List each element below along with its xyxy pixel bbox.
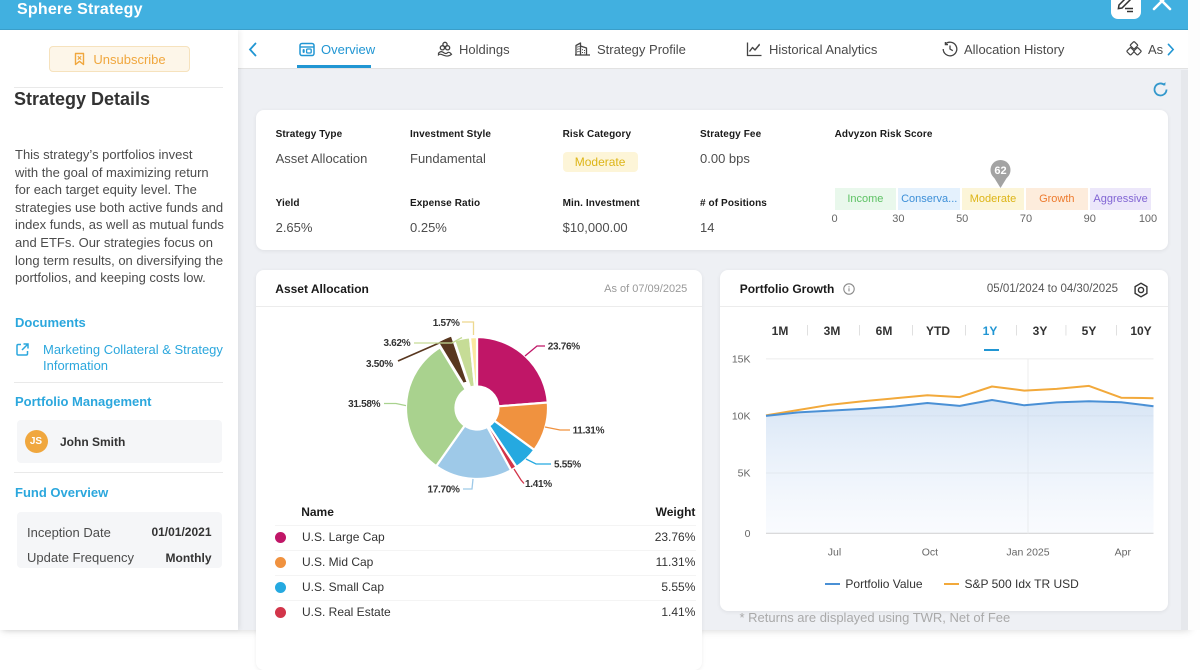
svg-text:1.57%: 1.57% (433, 318, 460, 329)
svg-text:Apr: Apr (1115, 547, 1132, 559)
svg-text:17.70%: 17.70% (427, 485, 460, 496)
svg-text:Jan 2025: Jan 2025 (1006, 547, 1049, 559)
svg-text:31.58%: 31.58% (348, 399, 381, 410)
svg-text:5K: 5K (738, 468, 751, 480)
svg-text:5.55%: 5.55% (554, 460, 581, 471)
svg-text:23.76%: 23.76% (548, 342, 581, 353)
svg-text:Oct: Oct (922, 547, 938, 559)
svg-text:3.50%: 3.50% (366, 359, 393, 370)
svg-text:1.41%: 1.41% (525, 479, 552, 490)
svg-text:Jul: Jul (828, 547, 841, 559)
svg-text:11.31%: 11.31% (573, 426, 605, 437)
svg-text:62: 62 (994, 165, 1006, 177)
svg-text:3.62%: 3.62% (383, 338, 410, 349)
svg-text:15K: 15K (732, 353, 751, 365)
svg-text:10K: 10K (732, 410, 751, 422)
svg-text:0: 0 (745, 528, 751, 540)
